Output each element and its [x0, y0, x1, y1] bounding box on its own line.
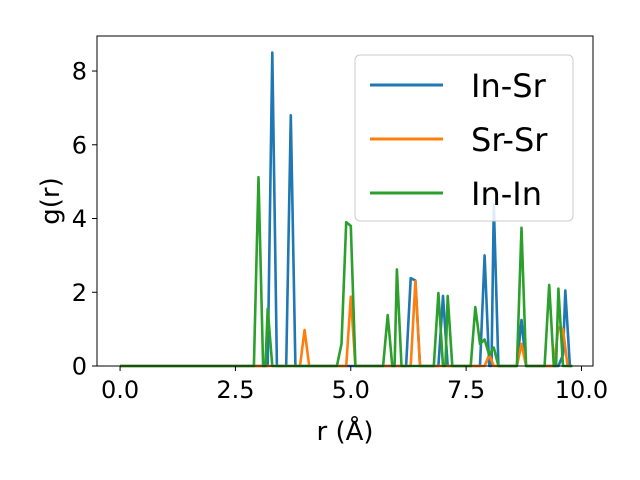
legend: In-Sr Sr-Sr In-In	[354, 54, 574, 222]
y-tick-label: 6	[72, 131, 87, 159]
x-tick-label: 10.0	[555, 376, 608, 404]
legend-label-in-sr: In-Sr	[471, 67, 547, 105]
x-tick-label: 0.0	[101, 376, 139, 404]
x-tick-label: 2.5	[216, 376, 254, 404]
x-axis-label: r (Å)	[316, 415, 373, 447]
axis-ticks: 0.0 2.5 5.0 7.5 10.0 0 2 4 6 8	[72, 58, 608, 404]
series-line-sr-sr	[120, 279, 573, 368]
plot-area-frame	[96, 35, 594, 367]
legend-label-in-in: In-In	[471, 175, 542, 213]
legend-label-sr-sr: Sr-Sr	[471, 121, 548, 159]
y-tick-label: 2	[72, 279, 87, 307]
x-tick-label: 5.0	[332, 376, 370, 404]
y-axis-label: g(r)	[36, 177, 66, 224]
y-tick-label: 4	[72, 205, 87, 233]
legend-box	[354, 54, 574, 222]
y-tick-label: 0	[72, 353, 87, 381]
y-tick-label: 8	[72, 58, 87, 86]
x-tick-label: 7.5	[447, 376, 485, 404]
